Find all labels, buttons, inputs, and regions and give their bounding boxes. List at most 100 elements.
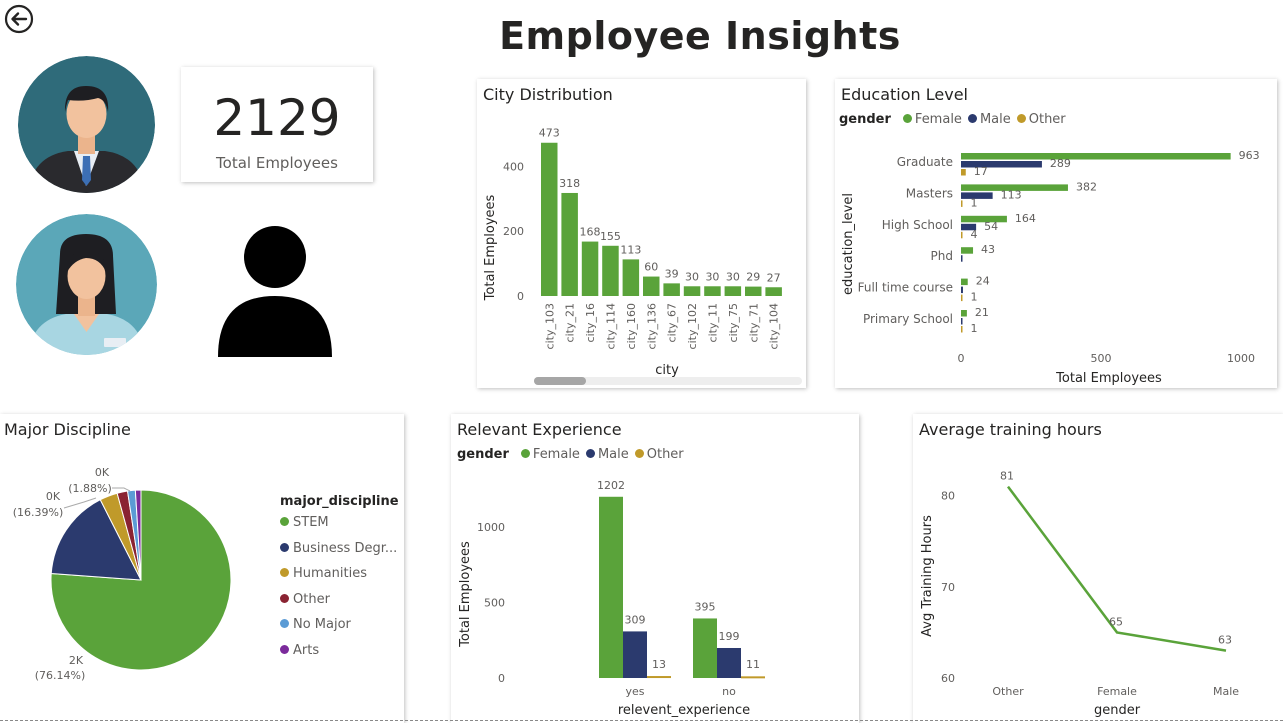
education-bar-female[interactable] xyxy=(961,215,1007,223)
legend-item-male[interactable]: Male xyxy=(979,112,1011,127)
scrollbar-thumb[interactable] xyxy=(534,377,586,385)
x-tick-label: city_71 xyxy=(747,303,760,342)
horizontal-scrollbar[interactable] xyxy=(534,377,802,385)
education-bar-female[interactable] xyxy=(961,247,974,254)
training-line[interactable] xyxy=(1006,485,1227,652)
education-bar-male[interactable] xyxy=(961,255,963,262)
y-tick-label: 400 xyxy=(503,160,524,173)
education-bar-other[interactable] xyxy=(961,200,963,207)
legend-item-male[interactable]: Male xyxy=(597,447,629,462)
experience-bar-male[interactable] xyxy=(623,631,647,678)
pie-data-label-pct: (76.14%) xyxy=(35,669,86,682)
education-bar-female[interactable] xyxy=(961,153,1231,160)
city-bar[interactable] xyxy=(602,245,619,296)
city-bar[interactable] xyxy=(704,286,721,296)
x-axis-title: relevent_experience xyxy=(618,703,750,718)
city-bar[interactable] xyxy=(724,286,742,296)
legend-item-stem[interactable]: STEM xyxy=(280,515,399,541)
back-button[interactable] xyxy=(4,4,34,34)
bar-data-label: 1 xyxy=(971,322,978,335)
bar-data-label: 318 xyxy=(559,177,580,190)
bar-data-label: 30 xyxy=(685,270,699,283)
education-bar-male[interactable] xyxy=(961,223,977,231)
x-tick-label: city_16 xyxy=(584,303,597,342)
experience-bar-female[interactable] xyxy=(693,618,717,678)
relevant-experience-card: Relevant Experience gender Female Male Othe… xyxy=(451,414,859,723)
legend-item-other[interactable]: Other xyxy=(280,592,399,618)
city-bar[interactable] xyxy=(683,286,701,296)
major-legend-title: major_discipline xyxy=(280,494,399,509)
female-avatar-icon xyxy=(16,214,157,355)
legend-dot-male xyxy=(585,449,595,458)
pie-slice[interactable] xyxy=(134,489,142,581)
experience-bar-male[interactable] xyxy=(717,647,741,678)
bar-data-label: 199 xyxy=(719,630,740,643)
education-bar-male[interactable] xyxy=(961,161,1042,168)
education-bar-other[interactable] xyxy=(961,231,963,239)
x-tick-label: no xyxy=(722,685,736,698)
kpi-label: Total Employees xyxy=(216,154,338,172)
x-tick-label: yes xyxy=(625,685,644,698)
bar-data-label: 382 xyxy=(1076,180,1097,193)
city-bar[interactable] xyxy=(561,192,578,296)
education-bar-male[interactable] xyxy=(961,286,963,294)
experience-bar-other[interactable] xyxy=(741,676,765,679)
y-tick-label: 200 xyxy=(503,225,524,238)
education-bar-female[interactable] xyxy=(961,184,1068,191)
experience-bar-other[interactable] xyxy=(647,676,671,679)
education-bar-male[interactable] xyxy=(961,318,963,325)
pie-slice[interactable] xyxy=(50,499,142,581)
pie-data-label: 2K xyxy=(69,654,84,667)
legend-title: gender xyxy=(839,112,891,127)
education-bar-other[interactable] xyxy=(961,294,963,302)
legend-item-other[interactable]: Other xyxy=(646,447,684,462)
education-bar-female[interactable] xyxy=(961,310,967,317)
line-data-label: 63 xyxy=(1218,634,1232,647)
legend-item-humanities[interactable]: Humanities xyxy=(280,566,399,592)
city-bar[interactable] xyxy=(581,241,599,296)
major-discipline-card: Major Discipline 2K (76.14%) 0K (16.39%) 0K (… xyxy=(0,414,404,723)
legend-item-no-major[interactable]: No Major xyxy=(280,617,399,643)
education-bar-other[interactable] xyxy=(961,169,966,176)
major-chart-title: Major Discipline xyxy=(4,420,131,439)
x-tick-label: city_103 xyxy=(543,303,556,349)
education-bar-other[interactable] xyxy=(961,326,963,333)
major-pie-chart: 2K (76.14%) 0K (16.39%) 0K (1.88%) xyxy=(13,466,232,682)
bar-data-label: 309 xyxy=(625,613,646,626)
city-bar[interactable] xyxy=(622,259,640,296)
legend-item-female[interactable]: Female xyxy=(532,447,580,462)
education-bar-female[interactable] xyxy=(961,278,968,286)
city-bar[interactable] xyxy=(541,142,558,296)
city-bar[interactable] xyxy=(745,286,762,296)
experience-bar-chart: 0 500 1000 Total Employees 1202 309 13 yes 395 19… xyxy=(458,479,765,718)
legend-item-female[interactable]: Female xyxy=(914,112,962,127)
legend-item-other[interactable]: Other xyxy=(1028,112,1066,127)
x-tick-label: city_11 xyxy=(706,303,719,342)
bar-data-label: 27 xyxy=(767,271,781,284)
x-tick-label: 500 xyxy=(1091,352,1112,365)
x-axis-title: Total Employees xyxy=(1055,371,1162,386)
legend-title: gender xyxy=(457,447,509,462)
education-bar-male[interactable] xyxy=(961,192,993,199)
education-legend: gender Female Male Other xyxy=(839,112,1066,127)
bar-data-label: 39 xyxy=(665,267,679,280)
legend-dot-arts xyxy=(280,644,289,654)
city-bar[interactable] xyxy=(765,287,782,296)
y-tick-label: Primary School xyxy=(863,312,953,326)
experience-bar-female[interactable] xyxy=(599,496,623,678)
page-bottom-border xyxy=(0,720,1283,721)
legend-dot-female xyxy=(520,449,530,458)
legend-dot-business xyxy=(280,542,289,552)
y-tick-label: 60 xyxy=(941,672,955,685)
legend-item-business[interactable]: Business Degr... xyxy=(280,541,399,567)
legend-item-arts[interactable]: Arts xyxy=(280,643,399,669)
bar-data-label: 11 xyxy=(746,658,760,671)
city-bar[interactable] xyxy=(663,283,680,296)
city-bar[interactable] xyxy=(643,276,660,296)
legend-dot-female xyxy=(902,114,912,123)
y-tick-label: 80 xyxy=(941,490,955,503)
city-chart-title: City Distribution xyxy=(483,85,613,104)
x-tick-label: city_21 xyxy=(564,303,577,342)
x-tick-label: 1000 xyxy=(1227,352,1255,365)
bar-data-label: 1202 xyxy=(597,479,625,492)
